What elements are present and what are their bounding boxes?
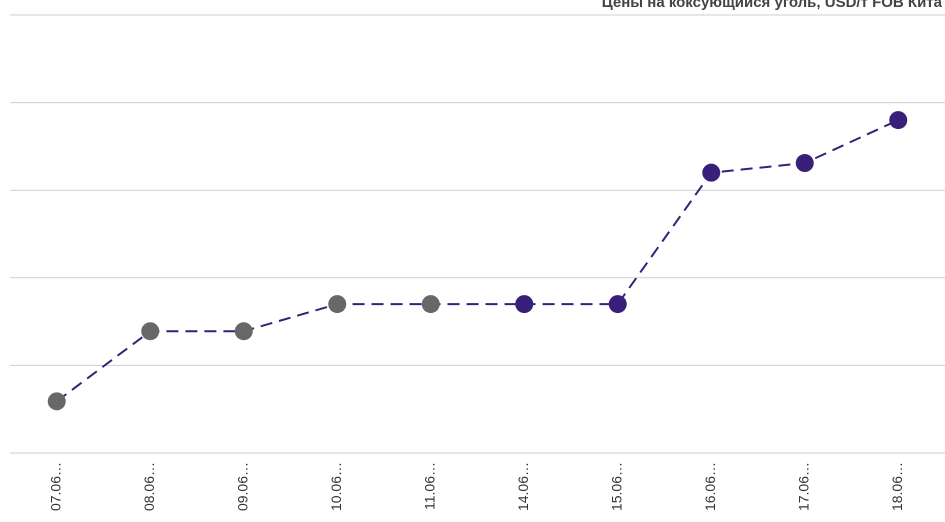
point (328, 295, 347, 314)
point (234, 322, 253, 341)
point (795, 154, 814, 173)
point (889, 111, 908, 130)
x-tick-label: 10.06… (328, 462, 344, 511)
point (141, 322, 160, 341)
x-tick-label: 08.06… (141, 462, 157, 511)
x-tick-label: 09.06… (234, 462, 250, 511)
chart-title: Цены на коксующийся уголь, USD/т FOB Кит… (602, 0, 943, 11)
point (421, 295, 440, 314)
point (608, 295, 627, 314)
x-tick-label: 11.06… (421, 462, 437, 510)
point (47, 392, 66, 411)
x-tick-label: 18.06… (889, 462, 905, 511)
x-tick-label: 14.06… (515, 462, 531, 511)
point (515, 295, 534, 314)
x-tick-label: 07.06… (47, 462, 63, 511)
x-tick-label: 15.06… (608, 462, 624, 511)
line (56, 119, 899, 403)
x-tick-label: 16.06… (702, 462, 718, 511)
x-tick-label: 17.06… (795, 462, 811, 511)
point (702, 163, 721, 182)
